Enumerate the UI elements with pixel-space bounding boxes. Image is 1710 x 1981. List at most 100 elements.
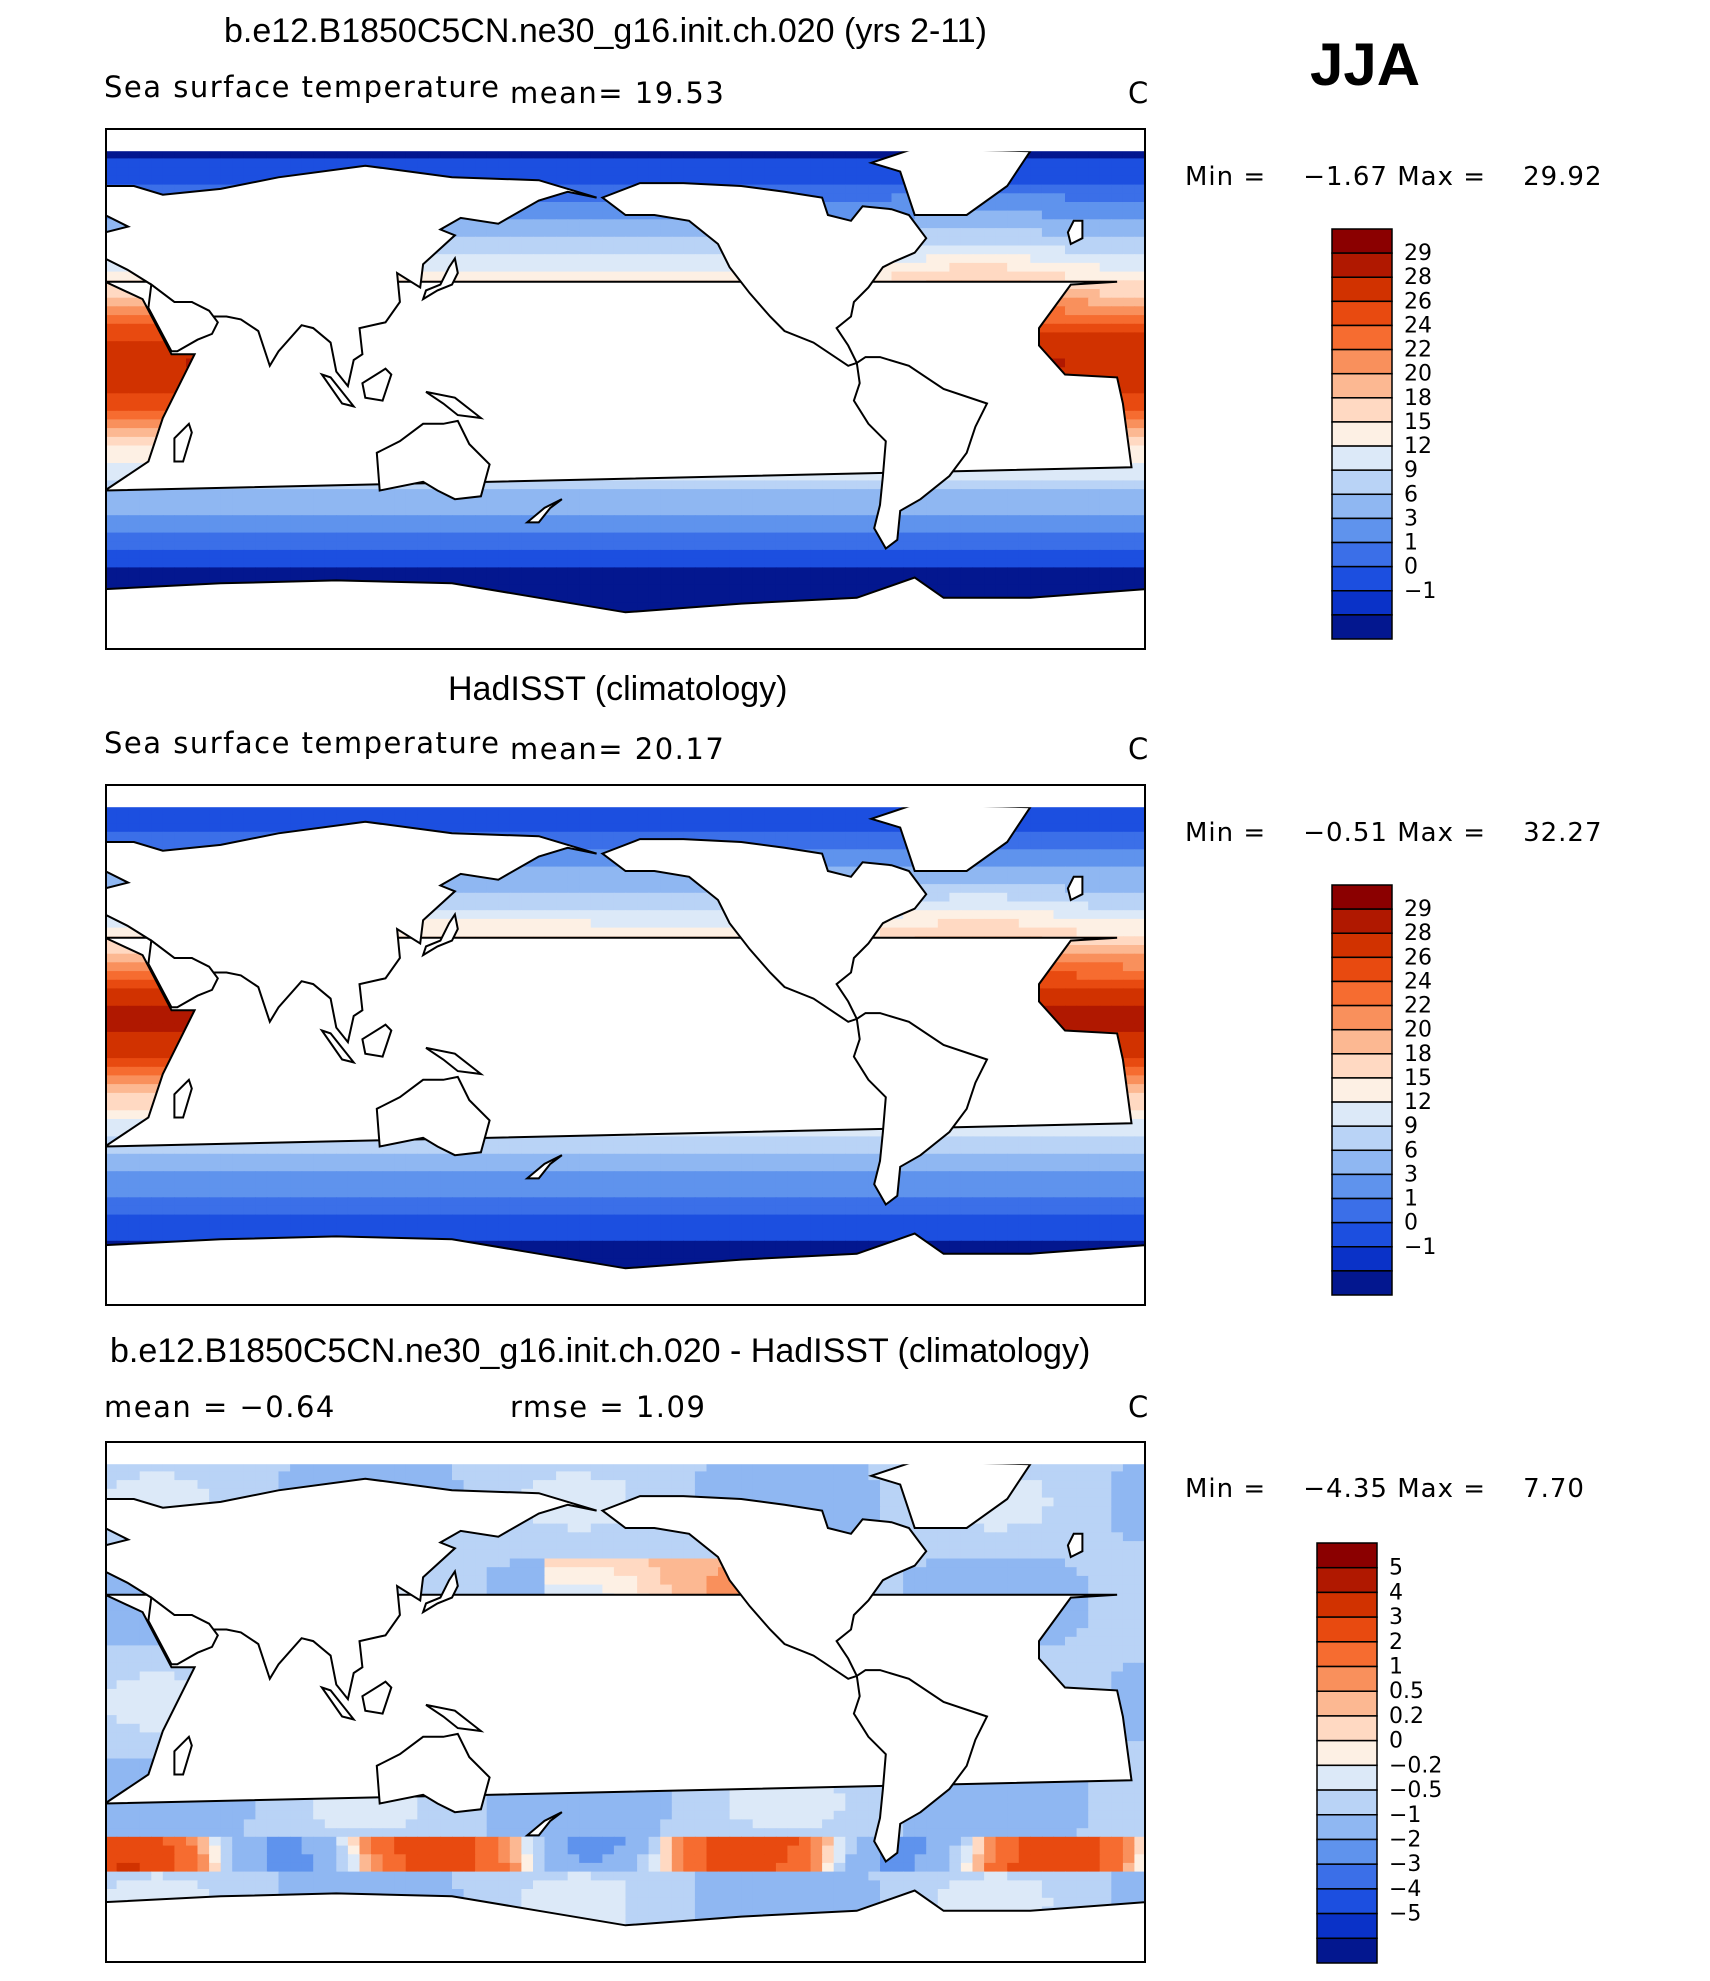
field-cell xyxy=(371,532,384,542)
field-cell xyxy=(139,167,152,177)
field-cell xyxy=(220,158,233,168)
field-cell xyxy=(856,158,869,168)
field-cell xyxy=(868,149,881,160)
field-cell xyxy=(613,254,627,264)
field-cell xyxy=(637,245,650,255)
field-cell xyxy=(313,515,326,525)
field-cell xyxy=(255,532,268,542)
field-cell xyxy=(1134,254,1146,264)
field-cell xyxy=(926,254,939,264)
field-cell xyxy=(764,506,777,516)
field-cell xyxy=(255,576,268,586)
field-cell xyxy=(139,175,152,186)
field-cell xyxy=(1134,367,1146,377)
field-cell xyxy=(1018,506,1031,516)
field-cell xyxy=(1099,193,1112,203)
field-cell xyxy=(683,523,696,534)
field-cell xyxy=(590,593,603,603)
field-cell xyxy=(660,593,673,603)
field-cell xyxy=(116,463,129,473)
field-cell xyxy=(290,149,303,160)
field-cell xyxy=(1007,567,1020,577)
field-cell xyxy=(752,593,765,603)
field-cell xyxy=(151,576,164,586)
field-cell xyxy=(648,532,661,542)
field-cell xyxy=(556,567,569,577)
field-cell xyxy=(197,506,210,516)
field-cell xyxy=(197,558,210,568)
field-cell xyxy=(741,175,754,186)
field-cell xyxy=(533,228,546,238)
field-cell xyxy=(533,254,546,264)
field-cell xyxy=(1111,480,1124,490)
field-cell xyxy=(105,167,118,177)
field-cell xyxy=(729,515,742,525)
field-cell xyxy=(463,149,476,160)
field-cell xyxy=(1134,436,1146,447)
field-cell xyxy=(613,532,627,542)
field-cell xyxy=(394,489,407,499)
field-cell xyxy=(752,489,765,499)
field-cell xyxy=(475,541,488,551)
field-cell xyxy=(475,245,488,255)
field-cell xyxy=(833,210,846,220)
field-cell xyxy=(1122,576,1136,586)
field-cell xyxy=(880,558,893,568)
field-cell xyxy=(1007,541,1020,551)
field-cell xyxy=(452,541,465,551)
field-cell xyxy=(1053,306,1066,316)
field-cell xyxy=(486,558,499,568)
field-cell xyxy=(255,167,268,177)
field-cell xyxy=(741,506,754,516)
field-cell xyxy=(105,480,118,490)
field-cell xyxy=(1134,549,1146,560)
field-cell xyxy=(613,541,627,551)
field-cell xyxy=(613,584,627,595)
field-cell xyxy=(729,497,742,508)
field-cell xyxy=(359,532,372,542)
field-cell xyxy=(648,175,661,186)
field-cell xyxy=(209,523,222,534)
field-cell xyxy=(128,332,141,342)
field-cell xyxy=(810,567,823,577)
field-cell xyxy=(174,489,187,499)
field-cell xyxy=(833,167,846,177)
field-cell xyxy=(105,271,118,281)
field-cell xyxy=(775,593,789,603)
field-cell xyxy=(1099,358,1112,368)
field-cell xyxy=(313,523,326,534)
field-cell xyxy=(949,497,962,508)
field-cell xyxy=(613,489,627,499)
field-cell xyxy=(301,567,314,577)
field-cell xyxy=(1111,549,1124,560)
field-cell xyxy=(105,402,118,412)
field-cell xyxy=(105,489,118,499)
field-cell xyxy=(139,367,152,377)
field-cell xyxy=(660,584,673,595)
field-cell xyxy=(660,236,673,247)
field-cell xyxy=(382,506,395,516)
field-cell xyxy=(1122,202,1136,212)
field-cell xyxy=(1122,523,1136,534)
field-cell xyxy=(544,254,557,264)
field-cell xyxy=(972,228,985,238)
field-cell xyxy=(105,175,118,186)
field-cell xyxy=(1030,167,1043,177)
field-cell xyxy=(1007,262,1020,273)
field-cell xyxy=(1030,506,1043,516)
field-cell xyxy=(637,584,650,595)
field-cell xyxy=(775,584,789,595)
field-cell xyxy=(787,489,800,499)
field-cell xyxy=(336,541,349,551)
field-cell xyxy=(105,341,118,351)
field-cell xyxy=(706,236,719,247)
field-cell xyxy=(1099,367,1112,377)
field-cell xyxy=(128,558,141,568)
field-cell xyxy=(243,497,256,508)
field-cell xyxy=(637,515,650,525)
field-cell xyxy=(752,158,765,168)
field-cell xyxy=(452,149,465,160)
field-cell xyxy=(868,497,881,508)
field-cell xyxy=(683,262,696,273)
field-cell xyxy=(1111,506,1124,516)
